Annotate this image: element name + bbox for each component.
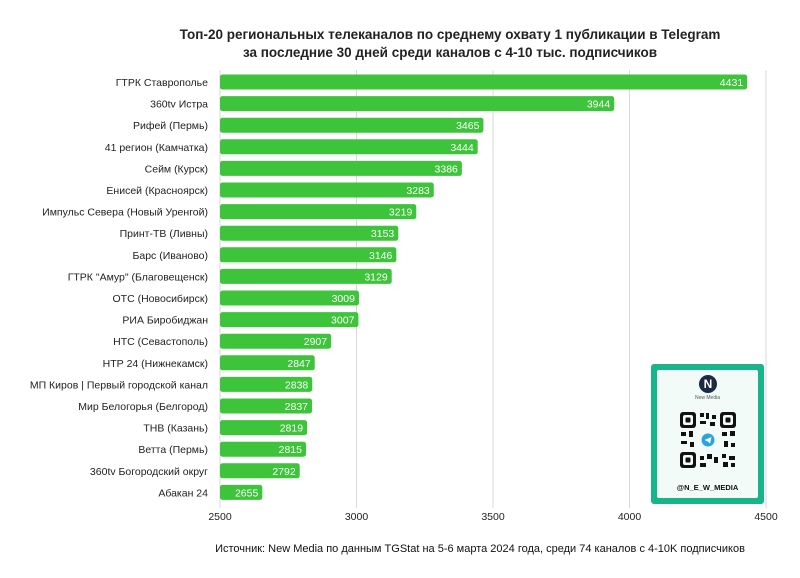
bar	[220, 290, 359, 306]
category-label: ТНВ (Казань)	[143, 423, 208, 435]
category-label: Абакан 24	[158, 487, 208, 499]
qr-promo-card[interactable]: N New Media	[651, 364, 764, 504]
bar-value-label: 3146	[369, 250, 393, 262]
bar-value-label: 3129	[364, 271, 388, 283]
bar-value-label: 2907	[304, 336, 328, 348]
category-label: ОТС (Новосибирск)	[113, 293, 208, 305]
bar	[220, 398, 313, 414]
new-media-logo: N	[699, 375, 717, 393]
category-label: Сейм (Курск)	[145, 163, 208, 175]
bar	[220, 355, 315, 371]
bar-value-label: 2655	[235, 487, 259, 499]
category-label: ГТРК "Амур" (Благовещенск)	[68, 271, 208, 283]
bar-value-label: 3283	[406, 185, 430, 197]
qr-code-icon[interactable]	[678, 410, 738, 470]
category-label: МП Киров | Первый городской канал	[30, 379, 208, 391]
category-label: Енисей (Красноярск)	[106, 185, 208, 197]
bar	[220, 247, 397, 263]
bar-value-label: 2837	[285, 401, 309, 413]
bar	[220, 96, 615, 112]
bar	[220, 484, 263, 500]
category-label: НТР 24 (Нижнекамск)	[103, 358, 208, 370]
bar	[220, 268, 392, 284]
bar	[220, 117, 484, 133]
category-label: Мир Белогорья (Белгород)	[78, 401, 208, 413]
bar	[220, 225, 399, 241]
bar	[220, 139, 478, 155]
category-label: 41 регион (Камчатка)	[105, 142, 208, 154]
bar-value-label: 3009	[332, 293, 356, 305]
bar-value-label: 4431	[720, 77, 744, 89]
category-label: Принт-ТВ (Ливны)	[120, 228, 208, 240]
bar-value-label: 3465	[456, 120, 480, 132]
bar-value-label: 3153	[371, 228, 395, 240]
category-label: Барс (Иваново)	[132, 250, 208, 262]
category-label: РИА Биробиджан	[122, 315, 208, 327]
bar	[220, 312, 359, 328]
bar-value-label: 3386	[435, 163, 459, 175]
chart-title: Топ-20 региональных телеканалов по средн…	[179, 27, 721, 42]
x-tick-label: 3500	[481, 511, 505, 523]
bar	[220, 333, 332, 349]
category-label: ГТРК Ставрополье	[116, 77, 208, 89]
bar-value-label: 2819	[280, 423, 304, 435]
category-label: 360tv Богородский округ	[90, 466, 208, 478]
category-label: Рифей (Пермь)	[133, 120, 208, 132]
bar-value-label: 2815	[279, 444, 303, 456]
bar	[220, 441, 306, 457]
bar-value-label: 2792	[272, 466, 296, 478]
bar-value-label: 2847	[287, 358, 311, 370]
bar	[220, 74, 748, 90]
category-label: 360tv Истра	[150, 99, 208, 111]
x-tick-label: 4500	[754, 511, 778, 523]
bar-value-label: 3219	[389, 207, 413, 219]
bar	[220, 463, 300, 479]
qr-card-inner: N New Media	[657, 370, 758, 498]
bar	[220, 420, 308, 436]
new-media-logo-text: New Media	[694, 395, 720, 401]
chart-subtitle: за последние 30 дней среди каналов с 4-1…	[242, 45, 658, 60]
bar	[220, 160, 462, 176]
bar-value-label: 2838	[285, 379, 309, 391]
category-label: Импульс Севера (Новый Уренгой)	[42, 207, 208, 219]
bar	[220, 182, 434, 198]
channel-handle: @N_E_W_MEDIA	[676, 483, 739, 492]
category-label: НТС (Севастополь)	[113, 336, 208, 348]
x-tick-label: 2500	[208, 511, 232, 523]
x-tick-label: 3000	[345, 511, 369, 523]
bar	[220, 204, 417, 220]
x-tick-label: 4000	[618, 511, 642, 523]
source-note: Источник: New Media по данным TGStat на …	[215, 543, 745, 555]
category-label: Ветта (Пермь)	[138, 444, 208, 456]
bar	[220, 376, 313, 392]
bar-value-label: 3444	[450, 142, 474, 154]
bar-value-label: 3007	[331, 315, 355, 327]
bar-value-label: 3944	[587, 99, 611, 111]
